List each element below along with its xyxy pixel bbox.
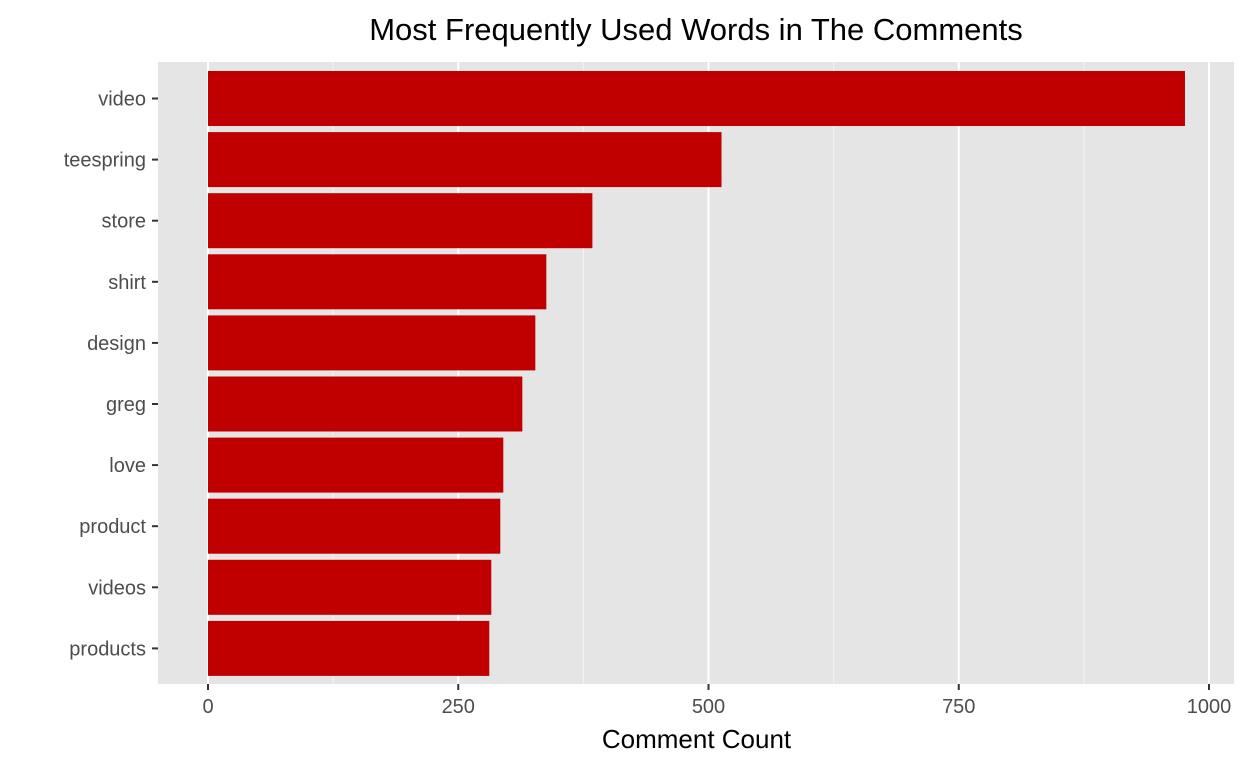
y-tick-label: video xyxy=(98,89,146,111)
y-tick-label: greg xyxy=(106,394,146,416)
x-axis-title: Comment Count xyxy=(602,724,792,754)
y-tick-label: teespring xyxy=(64,150,146,172)
bars xyxy=(208,71,1185,676)
x-tick-label: 0 xyxy=(202,696,213,718)
y-tick-label: videos xyxy=(88,577,146,599)
y-tick-label: design xyxy=(87,333,146,355)
bar-store xyxy=(208,193,593,249)
bar-shirt xyxy=(208,254,547,310)
x-tick-label: 250 xyxy=(442,696,475,718)
bar-products xyxy=(208,620,490,676)
x-tick-label: 750 xyxy=(942,696,975,718)
x-tick-label: 500 xyxy=(692,696,725,718)
y-tick-label: love xyxy=(109,455,146,477)
bar-product xyxy=(208,498,501,554)
bar-design xyxy=(208,315,536,371)
bar-video xyxy=(208,71,1185,126)
y-tick-label: product xyxy=(79,516,146,538)
bar-greg xyxy=(208,376,523,432)
y-tick-label: shirt xyxy=(108,272,146,294)
chart-title: Most Frequently Used Words in The Commen… xyxy=(369,12,1023,47)
y-tick-label: store xyxy=(102,211,146,233)
x-tick-label: 1000 xyxy=(1187,696,1232,718)
bar-videos xyxy=(208,559,492,615)
bar-love xyxy=(208,437,504,493)
bar-teespring xyxy=(208,132,722,188)
x-axis: 0 250 500 750 1000 xyxy=(202,684,1231,718)
y-tick-label: products xyxy=(69,638,146,660)
y-axis: video teespring store shirt design greg love pr… xyxy=(64,89,158,660)
